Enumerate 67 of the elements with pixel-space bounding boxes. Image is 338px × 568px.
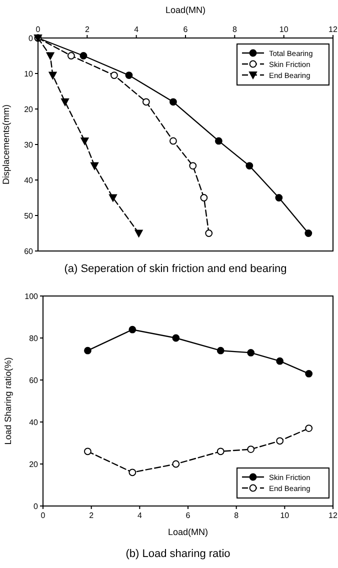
x-tick-label: 10	[279, 25, 289, 34]
y-tick-label: 0	[28, 34, 34, 43]
text: (b) Load sharing ratio	[126, 548, 230, 560]
y-tick-label: 20	[24, 105, 34, 114]
y-tick-label: 10	[24, 70, 34, 78]
point	[61, 98, 70, 106]
point	[80, 137, 89, 145]
y-tick-label: 20	[29, 460, 39, 469]
point	[125, 72, 133, 79]
y-tick-label: 50	[24, 212, 34, 220]
point	[170, 98, 177, 106]
x-tick-label: 8	[234, 511, 240, 520]
point	[48, 72, 57, 80]
point	[134, 230, 143, 238]
y-tick-label: 60	[29, 376, 39, 385]
point	[247, 349, 255, 356]
point	[205, 230, 213, 237]
x-tick-label: 2	[89, 511, 94, 520]
point	[128, 326, 136, 334]
x-tick-label: 6	[186, 511, 191, 520]
y-tick-label: 30	[24, 140, 34, 150]
point	[170, 137, 177, 145]
x-tick-label: 2	[84, 25, 90, 34]
x-tick-label: 12	[328, 511, 338, 520]
point	[80, 52, 88, 60]
y-tick-label: 100	[24, 292, 39, 301]
point	[216, 346, 224, 354]
point	[172, 334, 180, 342]
text: (a) Seperation of skin friction and end bearing	[64, 263, 287, 275]
y-tick-label: 40	[29, 418, 39, 427]
point	[200, 194, 208, 202]
point	[108, 194, 117, 202]
point	[172, 460, 180, 468]
point	[275, 194, 283, 202]
point	[247, 446, 255, 453]
x-tick-label: 4	[137, 511, 142, 520]
point	[142, 98, 150, 106]
point	[305, 424, 313, 432]
point	[305, 370, 313, 378]
point	[189, 162, 197, 170]
x-tick-label: 0	[40, 511, 46, 520]
point	[46, 52, 54, 60]
point	[214, 137, 222, 145]
x-axis-title: Load(MN)	[168, 527, 208, 537]
point	[246, 162, 254, 170]
point	[276, 357, 284, 365]
point	[84, 448, 92, 456]
x-tick-label: 8	[232, 25, 238, 34]
x-tick-label: 10	[280, 511, 290, 520]
point	[128, 468, 136, 476]
x-tick-label: 4	[134, 25, 140, 34]
x-tick-label: 6	[183, 25, 188, 34]
point	[110, 72, 118, 79]
point	[84, 346, 92, 354]
y-tick-label: 80	[29, 334, 39, 343]
point	[216, 448, 224, 456]
y-tick-label: 60	[24, 247, 34, 256]
x-tick-label: 12	[328, 25, 338, 34]
y-tick-label: 0	[34, 502, 39, 511]
point	[304, 230, 312, 237]
point	[90, 162, 99, 170]
x-axis-title: Load(MN)	[165, 5, 206, 15]
point	[67, 52, 75, 60]
y-axis-title: Load Sharing ratio(%)	[3, 357, 13, 445]
point	[276, 437, 284, 445]
y-tick-label: 40	[24, 176, 34, 185]
y-axis-title: Displacements(mm)	[1, 104, 11, 185]
